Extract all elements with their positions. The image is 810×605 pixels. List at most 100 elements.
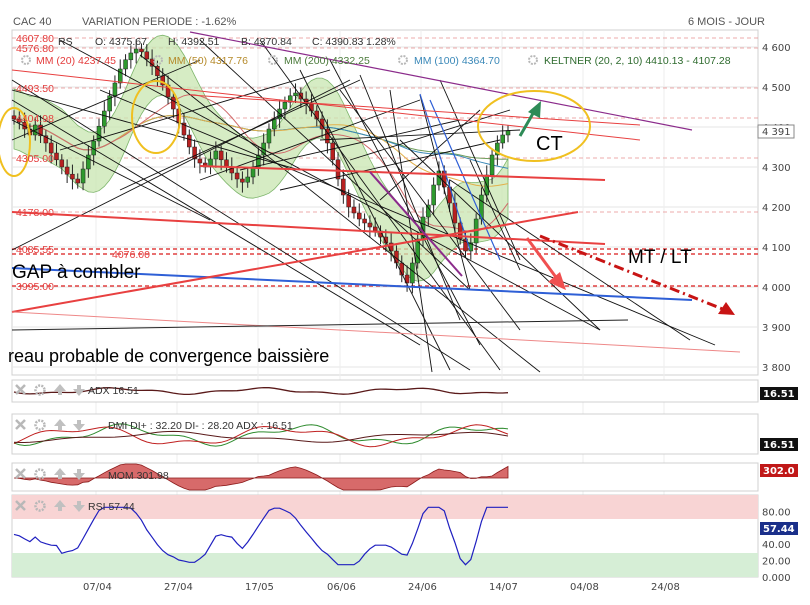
trend-line	[11, 89, 301, 171]
trend-line	[259, 39, 501, 371]
close-icon[interactable]	[15, 500, 26, 511]
move-up-icon[interactable]	[54, 468, 66, 479]
black-flat-line	[11, 319, 629, 331]
candle-body	[351, 206, 357, 214]
mm200-label: MM (200) 4332.25	[284, 55, 370, 67]
resistance-line-red	[199, 165, 606, 181]
x-tick-label: 24/08	[651, 582, 680, 593]
rsi-tick-label: 40.00	[762, 540, 791, 551]
convergence-label: reau probable de convergence baissière	[8, 346, 329, 366]
adx-badge: 16.51	[763, 389, 795, 400]
y-tick-label: 3 800	[762, 363, 791, 374]
candle-body	[181, 122, 187, 136]
trend-line	[279, 139, 501, 191]
mom-badge: 302.0	[763, 466, 795, 477]
trend-line	[389, 89, 433, 373]
ellipse-left-1	[0, 107, 31, 177]
gear-icon[interactable]	[34, 419, 46, 431]
move-down-icon[interactable]	[73, 420, 85, 431]
trend-line	[199, 39, 471, 291]
dmi-plus-line	[13, 423, 509, 447]
mom-area	[13, 463, 509, 491]
adx-panel	[11, 379, 759, 403]
ellipse-ct	[477, 90, 591, 162]
candle-body	[11, 115, 17, 120]
move-up-icon[interactable]	[54, 500, 66, 511]
x-tick-label: 07/04	[83, 582, 112, 593]
gear-icon[interactable]	[268, 55, 278, 65]
candle-body	[287, 95, 293, 103]
gear-icon[interactable]	[34, 384, 46, 396]
candle-body	[410, 262, 415, 284]
candle-body	[187, 134, 192, 148]
gear-icon[interactable]	[34, 468, 46, 480]
candle-body	[48, 142, 54, 154]
gear-icon[interactable]	[528, 55, 538, 65]
red-trend-line	[189, 94, 641, 126]
period-label: 6 MOIS - JOUR	[688, 16, 765, 28]
blue-trend-line	[429, 99, 501, 261]
x-tick-label: 24/06	[408, 582, 437, 593]
candle-body	[240, 178, 245, 183]
gear-icon[interactable]	[34, 500, 46, 512]
y-tick-label: 4 000	[762, 283, 791, 294]
move-up-icon[interactable]	[54, 384, 66, 395]
price-level-label: 3995.00	[16, 281, 54, 293]
y-tick-label: 4 100	[762, 243, 791, 254]
trend-line	[449, 179, 691, 341]
close-icon[interactable]	[15, 419, 26, 430]
candle-body	[117, 68, 123, 84]
dashed-mtlt	[539, 234, 731, 314]
candle-body	[218, 150, 224, 161]
candle-body	[388, 242, 394, 252]
price-level-label: 4085.55	[16, 244, 54, 256]
price-level-label: 4076.00	[112, 249, 150, 261]
price-level-label: 4607.80	[16, 33, 54, 45]
gap-line	[11, 267, 693, 301]
candle-body	[17, 118, 22, 123]
move-down-icon[interactable]	[73, 469, 85, 480]
rsi-overbought-zone	[12, 495, 758, 519]
keltner-label: KELTNER (20, 2, 10) 4410.13 - 4107.28	[544, 55, 731, 67]
y-tick-label: 3 900	[762, 323, 791, 334]
dmi-minus-line	[13, 424, 509, 448]
y-tick-label: 4 600	[762, 43, 791, 54]
blue-trend-line	[419, 93, 471, 251]
move-down-icon[interactable]	[73, 385, 85, 396]
panel-controls	[15, 468, 85, 480]
candle-body	[75, 178, 80, 184]
support-line-red	[11, 211, 606, 245]
candle-body	[112, 82, 118, 97]
candle-body	[192, 146, 197, 160]
candle-body	[431, 184, 436, 206]
candle-body	[341, 178, 346, 196]
candle-body	[213, 150, 219, 160]
mtlt-arrowhead	[718, 302, 735, 315]
ohlc-change: 1.28%	[366, 36, 396, 48]
x-axis: 07/04 27/04 17/05 06/06 24/06 14/07 04/08 24/08	[83, 582, 680, 593]
mtlt-label: MT / LT	[628, 247, 692, 268]
candle-body	[123, 59, 128, 70]
gear-icon[interactable]	[21, 55, 31, 65]
purple-line-2	[369, 171, 463, 277]
x-tick-label: 14/07	[489, 582, 518, 593]
move-down-icon[interactable]	[73, 501, 85, 512]
mm100-label: MM (100) 4364.70	[414, 55, 500, 67]
gear-icon[interactable]	[153, 55, 163, 65]
move-up-icon[interactable]	[54, 419, 66, 430]
dmi-adx-line	[13, 430, 509, 443]
candle-body	[107, 95, 112, 112]
close-icon[interactable]	[15, 384, 26, 395]
candle-body	[489, 154, 495, 176]
candle-body	[346, 194, 351, 208]
candle-body	[266, 128, 272, 144]
close-icon[interactable]	[15, 468, 26, 479]
candle-body	[139, 48, 144, 53]
ct-label: CT	[536, 133, 563, 155]
last-price-badge	[757, 124, 795, 139]
candle-body	[282, 101, 288, 110]
gear-icon[interactable]	[398, 55, 408, 65]
candle-body	[133, 48, 139, 54]
